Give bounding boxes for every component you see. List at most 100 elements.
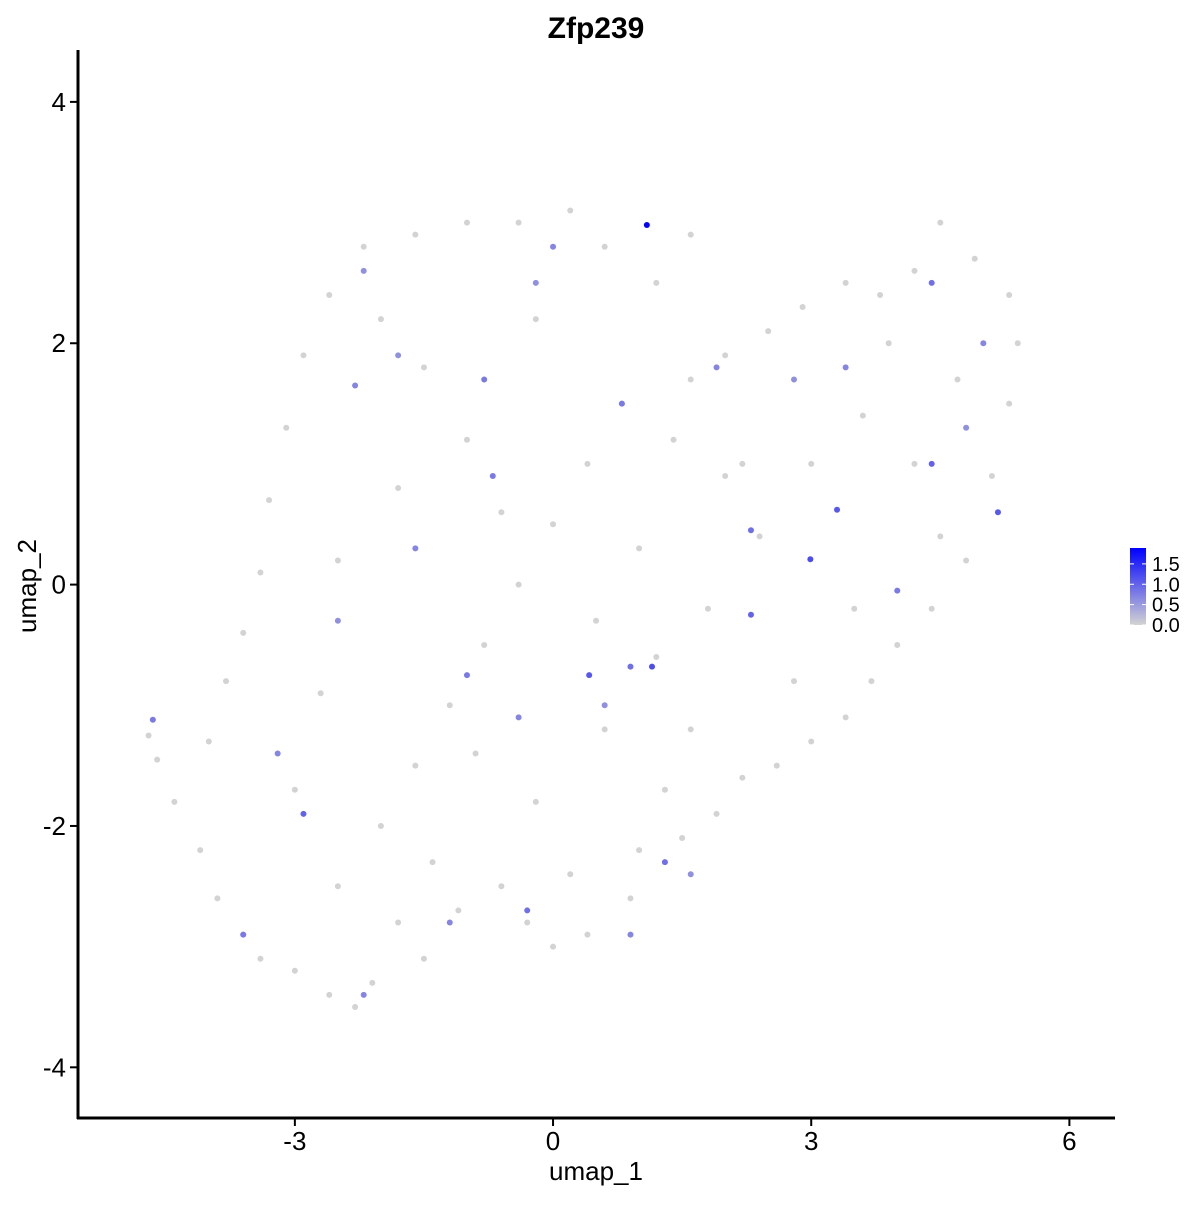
point [601,726,608,733]
point [971,255,978,262]
point [300,810,307,817]
colorbar-tick-label: 1.0 [1152,574,1180,596]
point [937,219,944,226]
point [687,376,694,383]
point [911,460,918,467]
x-tick-label: 0 [546,1126,560,1156]
point [799,304,806,311]
point [266,497,273,504]
point [524,907,531,914]
point [463,219,470,226]
point [360,991,367,998]
point [859,412,866,419]
point [395,485,402,492]
point [593,617,600,624]
point [515,714,522,721]
point [429,859,436,866]
point [988,472,995,479]
point [489,472,496,479]
point [472,750,479,757]
point [618,400,625,407]
point [842,279,849,286]
point [455,907,462,914]
point [765,328,772,335]
point [687,231,694,238]
point [627,931,634,938]
point [481,376,488,383]
point [937,533,944,540]
x-tick-label: 3 [804,1126,818,1156]
point [360,243,367,250]
point [704,605,711,612]
point [395,352,402,359]
point [894,587,901,594]
point [369,979,376,986]
point [894,641,901,648]
point [928,279,935,286]
x-axis-label: umap_1 [549,1156,643,1186]
point [567,871,574,878]
point [154,756,161,763]
point [550,943,557,950]
y-tick-label: -4 [43,1052,66,1082]
point [963,557,970,564]
point [739,774,746,781]
point [586,672,593,679]
y-tick-label: -2 [43,811,66,841]
point [653,654,660,661]
point [412,231,419,238]
point [842,364,849,371]
point [713,810,720,817]
point [352,382,359,389]
point [653,279,660,286]
point [446,702,453,709]
point [532,316,539,323]
point [842,714,849,721]
point [834,506,841,513]
y-tick-label: 0 [52,570,66,600]
point [649,663,656,670]
colorbar-tick-label: 1.5 [1152,554,1180,576]
point [601,243,608,250]
point [240,629,247,636]
point [515,581,522,588]
point [205,738,212,745]
point [791,678,798,685]
point [145,732,152,739]
point [739,460,746,467]
point [747,527,754,534]
point [911,267,918,274]
point [171,798,178,805]
x-tick-label: -3 [283,1126,306,1156]
point [352,1003,359,1010]
colorbar-tick-label: 0.5 [1152,595,1180,617]
point [670,436,677,443]
point [601,702,608,709]
point [679,835,686,842]
point [283,424,290,431]
point [661,786,668,793]
point [532,798,539,805]
point [713,364,720,371]
point [377,316,384,323]
point [395,919,402,926]
point [567,207,574,214]
point [636,545,643,552]
colorbar-tick-label: 0.0 [1152,615,1180,637]
point [240,931,247,938]
point [994,509,1001,516]
point [928,605,935,612]
point [274,750,281,757]
point [928,460,935,467]
point [756,533,763,540]
point [687,871,694,878]
point [412,762,419,769]
point [214,895,221,902]
point [807,556,814,563]
point [498,883,505,890]
point [498,509,505,516]
point [257,955,264,962]
point [877,291,884,298]
point [722,472,729,479]
point [420,364,427,371]
